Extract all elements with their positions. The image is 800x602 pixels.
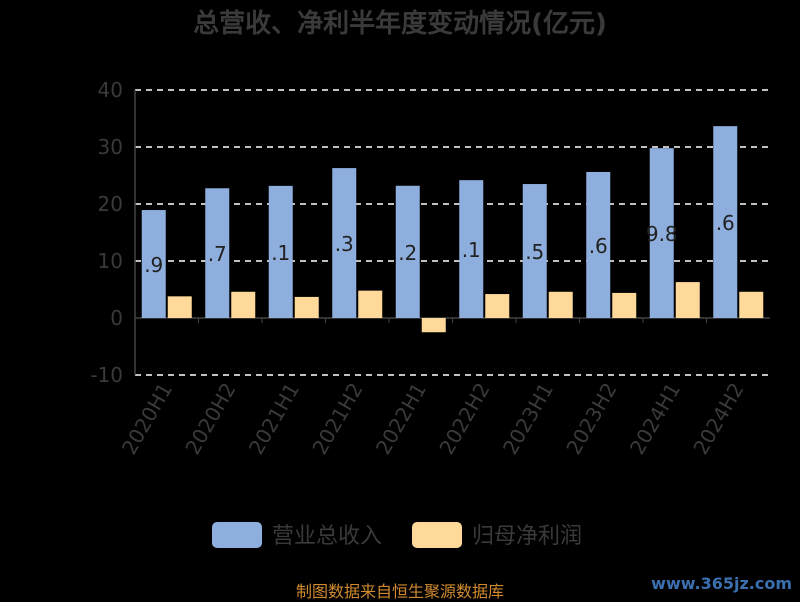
y-axis: -10 0 10 20 30 40 (90, 78, 136, 387)
profit-bar-2020H1 (167, 296, 192, 318)
profit-bar-2022H1 (421, 318, 446, 333)
profit-bar-2021H1 (294, 296, 319, 318)
revenue-bar-2022H1 (395, 185, 420, 318)
revenue-data-label-2023H1: .5 (525, 240, 544, 264)
profit-bar-2023H1 (548, 291, 573, 318)
watermark: www.365jz.com (651, 574, 792, 593)
revenue-data-label-2020H1: .9 (144, 253, 163, 277)
x-tick-label: 2020H1 (117, 379, 177, 459)
x-tick-label: 2024H1 (625, 379, 685, 459)
chart-title: 总营收、净利半年度变动情况(亿元) (193, 8, 607, 39)
profit-bar-2024H2 (739, 291, 764, 318)
revenue-data-label-2021H2: .3 (335, 232, 354, 256)
revenue-data-label-2022H2: .1 (462, 238, 481, 262)
revenue-data-label-2020H2: .7 (208, 242, 227, 266)
profit-bar-2022H2 (485, 294, 510, 318)
y-tick-label: 0 (110, 306, 123, 330)
profit-bar-2020H2 (231, 291, 256, 318)
legend-swatch-profit (412, 522, 462, 548)
legend-label-profit: 归母净利润 (472, 524, 582, 549)
y-tick-label: 40 (98, 78, 123, 102)
x-tick-label: 2020H2 (180, 379, 240, 459)
legend-label-revenue: 营业总收入 (272, 524, 382, 549)
legend-swatch-revenue (212, 522, 262, 548)
revenue-data-label-2021H1: .1 (271, 241, 290, 265)
x-tick-label: 2022H2 (434, 379, 494, 459)
x-tick-label: 2023H2 (561, 379, 621, 459)
revenue-bar-2024H2 (713, 126, 738, 318)
revenue-bar-2021H2 (332, 168, 357, 318)
profit-bar-2021H2 (358, 290, 383, 318)
revenue-data-label-2023H2: .6 (589, 234, 608, 258)
x-tick-label: 2024H2 (688, 379, 748, 459)
x-axis: 2020H1 2020H2 2021H1 2021H2 2022H1 2022H2 2023… (117, 318, 749, 459)
y-tick-label: 30 (98, 135, 123, 159)
profit-bar-2024H1 (675, 282, 700, 318)
bars: .9 .7 .1 .3 .2 .1 .5 .6 9.8 .6 (141, 126, 764, 333)
x-tick-label: 2022H1 (371, 379, 431, 459)
data-source-note: 制图数据来自恒生聚源数据库 (295, 582, 504, 601)
profit-bar-2023H2 (612, 292, 637, 318)
revenue-bar-2020H2 (205, 188, 230, 318)
revenue-bar-2023H2 (586, 171, 611, 318)
revenue-bar-2021H1 (268, 185, 293, 318)
revenue-data-label-2024H1: 9.8 (646, 222, 678, 246)
legend: 营业总收入 归母净利润 (212, 522, 582, 549)
revenue-bar-2024H1 (649, 148, 674, 318)
revenue-data-label-2022H1: .2 (398, 241, 417, 265)
revenue-bar-2023H1 (522, 184, 547, 318)
y-tick-label: -10 (90, 363, 123, 387)
revenue-bar-2020H1 (141, 210, 166, 318)
revenue-data-label-2024H2: .6 (716, 211, 735, 235)
x-tick-label: 2021H2 (307, 379, 367, 459)
x-tick-label: 2021H1 (244, 379, 304, 459)
y-tick-label: 20 (98, 192, 123, 216)
y-tick-label: 10 (98, 249, 123, 273)
revenue-bar-2022H2 (459, 180, 484, 318)
x-tick-label: 2023H1 (498, 379, 558, 459)
